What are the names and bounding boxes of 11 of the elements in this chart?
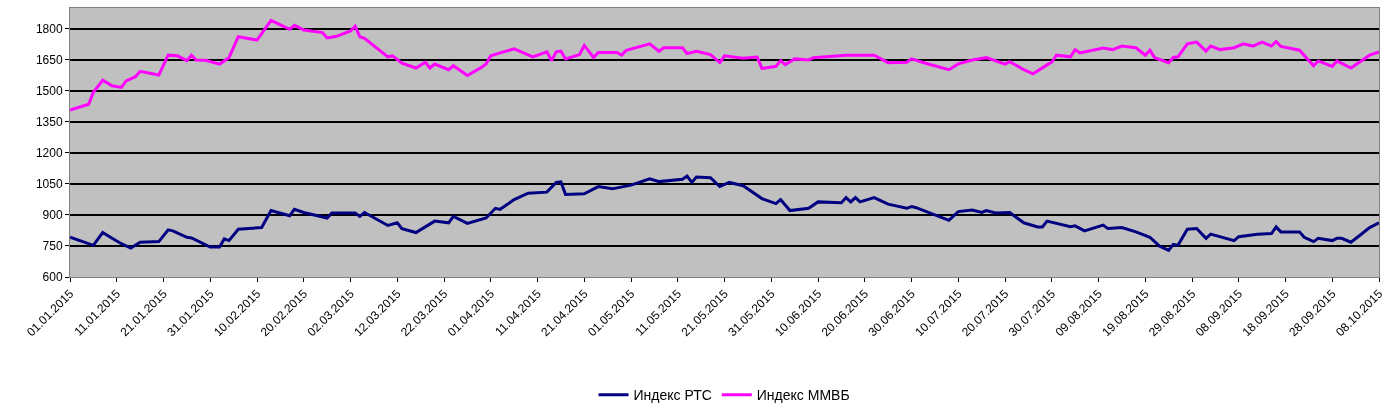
y-tick-label: 900 [42,208,63,223]
y-tick-label: 1350 [35,115,63,130]
y-tick-label: 1050 [35,177,63,192]
y-tick-label: 750 [42,239,63,254]
y-tick-label: 1500 [35,83,63,98]
legend-label: Индекс ММВБ [756,387,850,404]
y-tick-label: 1200 [35,146,63,161]
y-tick-label: 1800 [35,21,63,36]
y-tick-label: 600 [42,270,63,285]
legend-label: Индекс РТС [633,387,712,404]
y-tick-label: 1650 [35,52,63,67]
